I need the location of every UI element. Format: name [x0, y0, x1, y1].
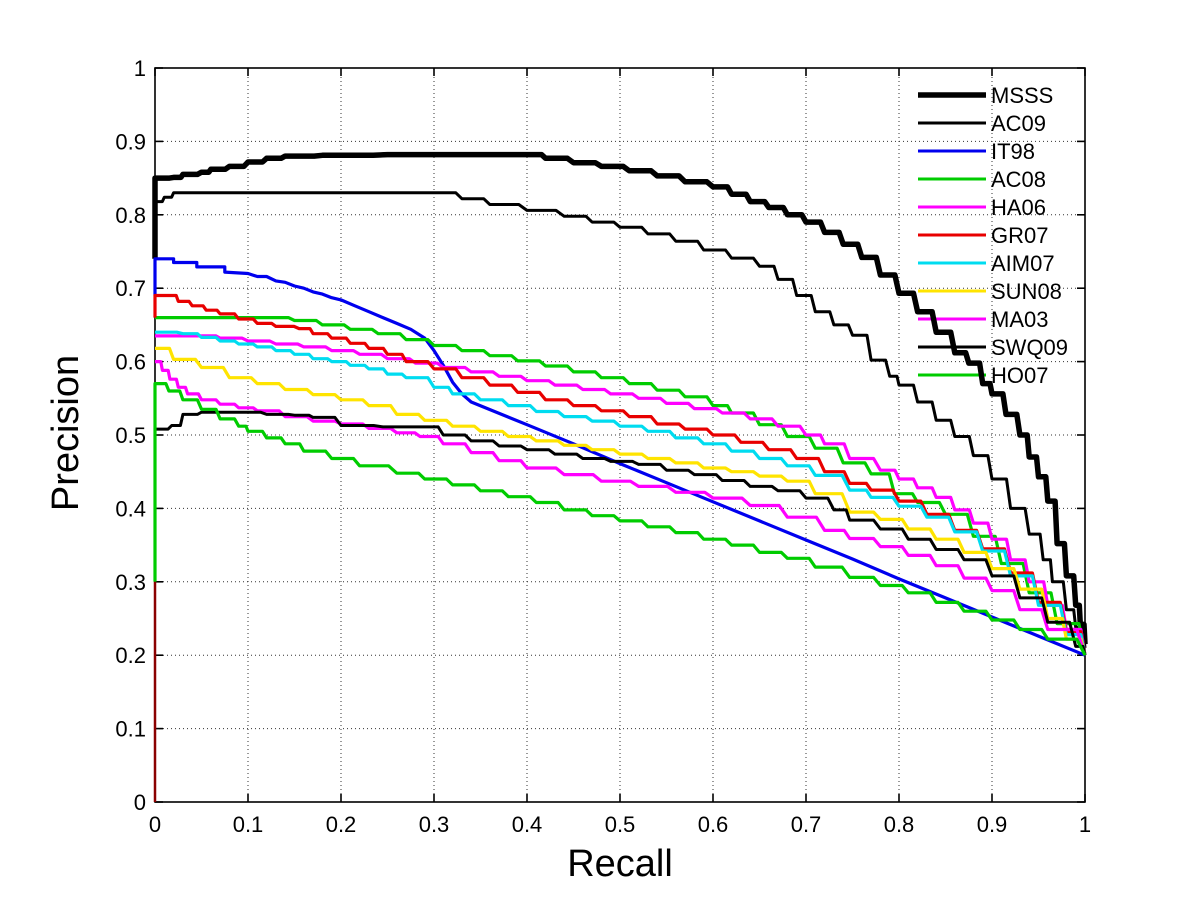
series-MSSS: [152, 151, 1088, 645]
x-tick-label-0.2: 0.2: [326, 812, 357, 837]
y-tick-label-0.1: 0.1: [115, 717, 146, 742]
legend-label-MA03: MA03: [991, 307, 1048, 332]
x-tick-label-0.6: 0.6: [698, 812, 729, 837]
y-tick-label-0.6: 0.6: [115, 350, 146, 375]
legend-label-GR07: GR07: [991, 223, 1048, 248]
legend-label-AIM07: AIM07: [991, 251, 1055, 276]
x-tick-label-0.3: 0.3: [419, 812, 450, 837]
y-tick-label-0.7: 0.7: [115, 276, 146, 301]
legend-label-SWQ09: SWQ09: [991, 335, 1068, 360]
legend-label-HO07: HO07: [991, 363, 1048, 388]
series-IT98: [153, 257, 1086, 657]
x-tick-label-1: 1: [1079, 812, 1091, 837]
x-axis-label: Recall: [567, 843, 673, 885]
y-tick-label-0.2: 0.2: [115, 643, 146, 668]
series-AC08: [155, 316, 1087, 656]
y-tick-label-0.4: 0.4: [115, 496, 146, 521]
legend-label-IT98: IT98: [991, 139, 1035, 164]
y-axis-label: Precision: [45, 355, 87, 511]
series-AIM07: [155, 330, 1087, 656]
series-SWQ09: [155, 410, 1087, 656]
series-HO07: [153, 382, 1087, 656]
x-tick-label-0.9: 0.9: [977, 812, 1008, 837]
x-tick-label-0.4: 0.4: [512, 812, 543, 837]
legend-label-MSSS: MSSS: [991, 83, 1053, 108]
series-AC09: [155, 191, 1087, 649]
y-tick-label-0.5: 0.5: [115, 423, 146, 448]
x-tick-label-0.7: 0.7: [791, 812, 822, 837]
y-tick-label-0.3: 0.3: [115, 570, 146, 595]
grid-lines: [155, 68, 1085, 802]
x-tick-label-0.1: 0.1: [233, 812, 264, 837]
series-MA03: [155, 360, 1087, 656]
x-tick-label-0: 0: [149, 812, 161, 837]
legend-labels: MSSS AC09 IT98 AC08 HA06 GR07 AIM07 SUN08 MA03 SW…: [991, 83, 1068, 388]
series-SUN08: [155, 346, 1087, 656]
x-tick-label-0.8: 0.8: [884, 812, 915, 837]
series-HA06: [155, 334, 1087, 656]
legend-line-samples: [918, 92, 986, 377]
y-tick-label-0.8: 0.8: [115, 203, 146, 228]
series-GR07: [153, 293, 1087, 656]
tick-labels: 0 0.1 0.2 0.3 0.4 0.5 0.6 0.7 0.8 0.9 1 0 0.1 0.2 0.3 0…: [115, 56, 1091, 837]
legend-label-HA06: HA06: [991, 195, 1046, 220]
legend-label-AC08: AC08: [991, 167, 1046, 192]
y-tick-label-1: 1: [134, 56, 146, 81]
y-tick-label-0: 0: [134, 790, 146, 815]
legend-label-AC09: AC09: [991, 111, 1046, 136]
x-tick-label-0.5: 0.5: [605, 812, 636, 837]
legend-label-SUN08: SUN08: [991, 279, 1062, 304]
y-tick-label-0.9: 0.9: [115, 129, 146, 154]
data-series: [152, 151, 1088, 802]
